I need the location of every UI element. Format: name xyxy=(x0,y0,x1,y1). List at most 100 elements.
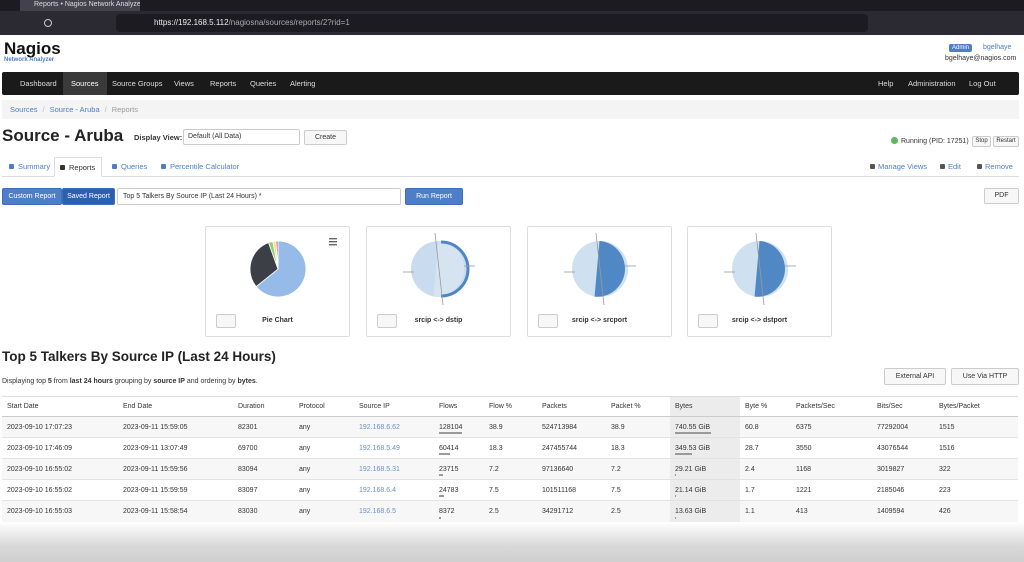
url-bar[interactable]: https://192.168.5.112/nagiosna/sources/r… xyxy=(116,14,868,32)
restart-button[interactable]: Restart xyxy=(993,136,1019,147)
status: Running (PID: 17251) xyxy=(891,137,969,145)
table-cell: 7.5 xyxy=(484,479,537,501)
use-via-http-button[interactable]: Use Via HTTP xyxy=(951,368,1019,385)
table-row: 2023-09-10 16:55:02 2023-09-11 15:59:56 83… xyxy=(2,458,1018,480)
column-header[interactable]: Flows xyxy=(434,396,484,417)
create-button[interactable]: Create xyxy=(304,130,347,145)
browser-tab[interactable]: Reports • Nagios Network Analyzer xyxy=(20,0,140,11)
table-cell[interactable]: 192.168.6.62 xyxy=(354,416,434,438)
tab[interactable]: Reports xyxy=(54,157,103,177)
flow-bar xyxy=(439,516,441,519)
column-header[interactable]: Bits/Sec xyxy=(872,396,934,417)
column-header[interactable]: Duration xyxy=(233,396,294,417)
cell-text: 7.2 xyxy=(489,465,499,473)
nav-item[interactable]: Alerting xyxy=(290,79,316,88)
nav-item[interactable]: Log Out xyxy=(969,79,996,88)
display-view-label: Display View: xyxy=(134,133,183,142)
flow-bar xyxy=(439,474,444,476)
column-header[interactable]: End Date xyxy=(118,396,233,417)
expand-button[interactable] xyxy=(538,314,558,328)
breadcrumb-item[interactable]: Sources xyxy=(10,105,38,114)
table-cell[interactable]: 192.168.5.31 xyxy=(354,458,434,480)
table-cell: 322 xyxy=(934,458,1018,480)
column-header[interactable]: Source IP xyxy=(354,396,434,417)
breadcrumb: Sources / Source - Aruba / Reports xyxy=(2,100,1019,119)
table-cell: 2.5 xyxy=(606,500,670,522)
stop-button[interactable]: Stop xyxy=(972,136,991,147)
logo[interactable]: Nagios xyxy=(4,39,61,58)
table-cell: any xyxy=(294,500,354,522)
nav-item[interactable]: Source Groups xyxy=(112,79,163,88)
table-cell: 83030 xyxy=(233,500,294,522)
cell-text: 2023-09-10 16:55:03 xyxy=(7,507,72,515)
expand-button[interactable] xyxy=(216,314,236,328)
cell-text: 2023-09-10 16:55:02 xyxy=(7,486,72,494)
nav-item[interactable]: Views xyxy=(174,79,194,88)
table-cell: 21.14 GiB xyxy=(670,479,740,501)
column-header[interactable]: Bytes xyxy=(670,396,740,417)
display-view-select[interactable]: Default (All Data) xyxy=(183,129,300,145)
cell-text: 83097 xyxy=(238,486,258,494)
nav-item[interactable]: Sources xyxy=(63,72,107,95)
table-cell: 38.9 xyxy=(484,416,537,438)
url-host: https://192.168.5.112 xyxy=(154,18,229,27)
tab[interactable]: Queries xyxy=(107,157,153,177)
column-header[interactable]: Packets/Sec xyxy=(791,396,872,417)
table-cell: 1515 xyxy=(934,416,1018,438)
cell-text: 247455744 xyxy=(542,444,578,452)
column-header[interactable]: Flow % xyxy=(484,396,537,417)
cell-text: any xyxy=(299,444,311,452)
saved-report-button[interactable]: Saved Report xyxy=(62,188,115,205)
cell-text: 3550 xyxy=(796,444,812,452)
expand-button[interactable] xyxy=(377,314,397,328)
nav-item[interactable]: Queries xyxy=(250,79,277,88)
run-report-button[interactable]: Run Report xyxy=(405,188,463,205)
chart-card: srcip <-> srcport xyxy=(527,226,672,337)
cell-text: 524713984 xyxy=(542,423,578,431)
tabs: Summary Reports Queries Percentile Calculat… xyxy=(2,157,1019,177)
table-cell: 2023-09-10 16:55:02 xyxy=(2,458,118,480)
pdf-button[interactable]: PDF xyxy=(984,188,1019,204)
table-cell: 1516 xyxy=(934,437,1018,459)
report-select[interactable]: Top 5 Talkers By Source IP (Last 24 Hour… xyxy=(117,188,401,205)
cell-text: 28.7 xyxy=(745,444,759,452)
table-cell[interactable]: 192.168.5.49 xyxy=(354,437,434,459)
tab[interactable]: Summary xyxy=(4,157,56,177)
column-header[interactable]: Packet % xyxy=(606,396,670,417)
nav-item[interactable]: Dashboard xyxy=(20,79,57,88)
tab-action[interactable]: Remove xyxy=(975,157,1013,177)
table-cell: 1168 xyxy=(791,458,872,480)
column-header[interactable]: Bytes/Packet xyxy=(934,396,1018,417)
reload-button[interactable] xyxy=(44,19,52,27)
nav-item[interactable]: Help xyxy=(878,79,894,88)
expand-button[interactable] xyxy=(698,314,718,328)
cell-text: 192.168.5.31 xyxy=(359,465,400,473)
tab-action[interactable]: Manage Views xyxy=(868,157,927,177)
nav-item[interactable]: Reports xyxy=(210,79,237,88)
cell-text: 3019827 xyxy=(877,465,905,473)
table-row: 2023-09-10 16:55:03 2023-09-11 15:58:54 83… xyxy=(2,500,1018,522)
table-cell: 34291712 xyxy=(537,500,606,522)
table-cell[interactable]: 192.168.6.5 xyxy=(354,500,434,522)
cell-text: 1516 xyxy=(939,444,955,452)
nav-item[interactable]: Administration xyxy=(908,79,956,88)
column-header[interactable]: Packets xyxy=(537,396,606,417)
description-part: . xyxy=(255,378,258,385)
diagram-axis xyxy=(755,232,765,306)
table-cell: 1409594 xyxy=(872,500,934,522)
table-cell: 43076544 xyxy=(872,437,934,459)
column-header[interactable]: Start Date xyxy=(2,396,118,417)
username[interactable]: bgelhaye xyxy=(983,44,1012,51)
table-cell: 2023-09-11 15:59:05 xyxy=(118,416,233,438)
column-header[interactable]: Byte % xyxy=(740,396,791,417)
cell-text: any xyxy=(299,507,311,515)
custom-report-button[interactable]: Custom Report xyxy=(2,188,62,205)
tab-action[interactable]: Edit xyxy=(938,157,961,177)
table-cell[interactable]: 192.168.6.4 xyxy=(354,479,434,501)
column-header[interactable]: Protocol xyxy=(294,396,354,417)
cell-text: 18.3 xyxy=(489,444,503,452)
tab[interactable]: Percentile Calculator xyxy=(156,157,245,177)
description-part: Displaying top xyxy=(2,378,48,385)
breadcrumb-item[interactable]: Source - Aruba xyxy=(49,105,100,114)
external-api-button[interactable]: External API xyxy=(884,368,946,385)
